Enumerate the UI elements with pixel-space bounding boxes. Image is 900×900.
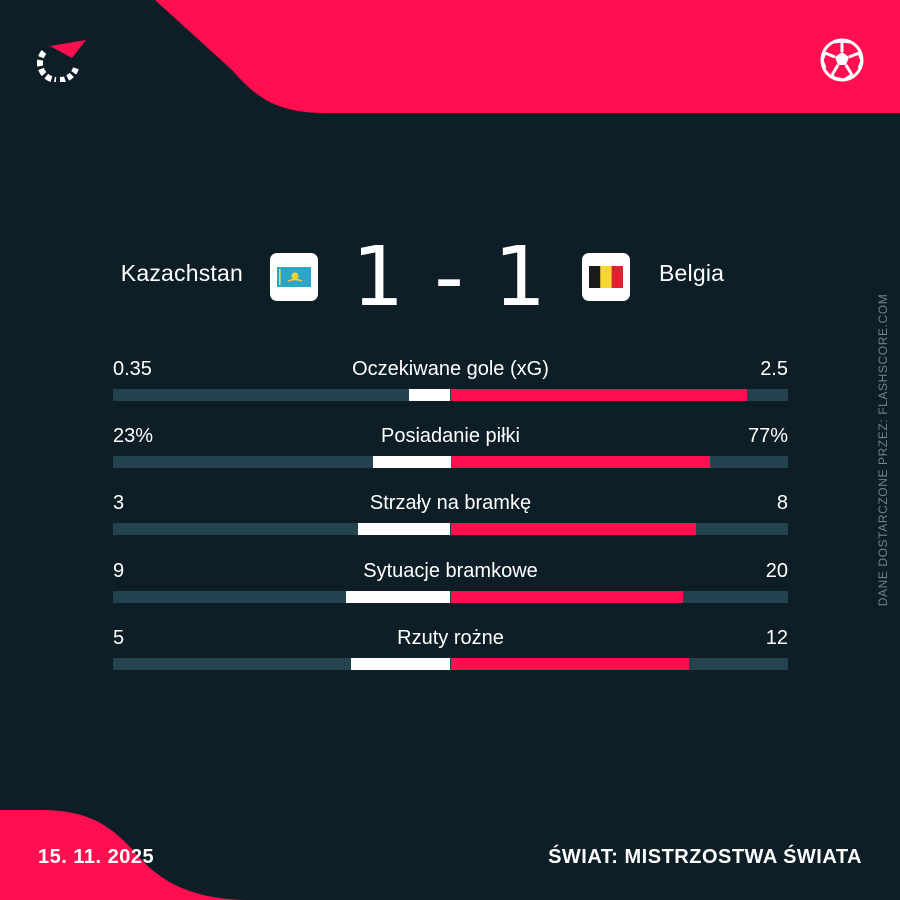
stat-bar-away: [450, 456, 711, 468]
stat-row-corners: 5 Rzuty rożne 12: [113, 626, 788, 672]
stat-bar-home: [358, 523, 451, 535]
home-flag-card: [270, 253, 318, 301]
top-accent-shape: [155, 0, 900, 113]
stat-away-value: 8: [776, 492, 788, 514]
stat-bar-away: [450, 658, 689, 670]
stat-bar-away: [450, 591, 684, 603]
kazakhstan-flag-icon: [277, 267, 311, 287]
stat-bar-away: [450, 389, 747, 401]
stat-bar-home: [409, 389, 451, 401]
stat-away-value: 2.5: [760, 358, 788, 380]
stat-label: Posiadanie piłki: [381, 425, 520, 447]
stat-home-value: 0.35: [113, 358, 152, 380]
stat-bar-home: [345, 591, 451, 603]
stat-row-shots-on-target: 3 Strzały na bramkę 8: [113, 491, 788, 537]
away-flag-card: [582, 253, 630, 301]
stat-home-value: 23%: [113, 425, 154, 447]
stat-bar-track: [113, 658, 788, 670]
stat-home-value: 9: [113, 560, 125, 582]
stat-away-value: 77%: [747, 425, 788, 447]
stat-home-value: 3: [113, 492, 125, 514]
stat-home-value: 5: [113, 627, 125, 649]
match-date: 15. 11. 2025: [38, 846, 155, 868]
score-separator: -: [434, 230, 466, 325]
data-credit: DANE DOSTARCZONE PRZEZ: FLASHSCORE.COM: [876, 293, 890, 607]
stat-row-possession: 23% Posiadanie piłki 77%: [113, 424, 788, 470]
home-team-name: Kazachstan: [120, 260, 243, 286]
stat-bar-away: [450, 523, 696, 535]
stat-bar-track: [113, 389, 788, 401]
scoreboard: 1 - 1: [340, 236, 560, 320]
stat-away-value: 20: [765, 560, 788, 582]
competition-name: ŚWIAT: MISTRZOSTWA ŚWIATA: [548, 846, 862, 868]
match-header: Kazachstan 1 - 1 Belgia: [0, 236, 900, 326]
football-ball-icon: [820, 38, 864, 82]
stat-bar-track: [113, 523, 788, 535]
away-team-name: Belgia: [659, 260, 725, 286]
stat-bar-track: [113, 591, 788, 603]
stat-label: Strzały na bramkę: [369, 492, 532, 514]
flashscore-logo-icon: [37, 40, 86, 82]
stat-away-value: 12: [765, 627, 788, 649]
stat-row-xg: 0.35 Oczekiwane gole (xG) 2.5: [113, 357, 788, 403]
stat-label: Rzuty rożne: [397, 627, 504, 649]
stat-bar-track: [113, 456, 788, 468]
stat-row-big-chances: 9 Sytuacje bramkowe 20: [113, 559, 788, 605]
bottom-accent-shape: [0, 810, 250, 900]
home-score: 1: [351, 230, 407, 325]
stat-label: Sytuacje bramkowe: [363, 560, 538, 582]
stat-label: Oczekiwane gole (xG): [352, 358, 549, 380]
stat-bar-home: [372, 456, 451, 468]
away-score: 1: [493, 230, 549, 325]
stat-bar-home: [351, 658, 451, 670]
belgium-flag-icon: [589, 266, 623, 288]
